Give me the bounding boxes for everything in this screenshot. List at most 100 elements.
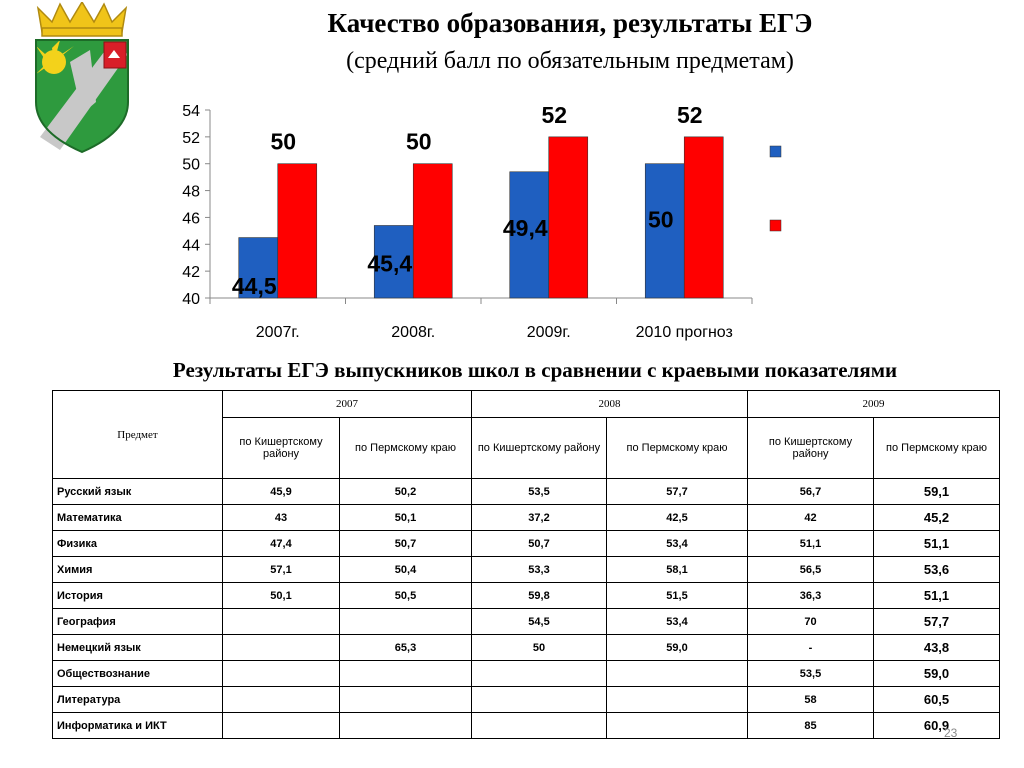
bar-chart: 40 42 44 46 48 50 52 54 2007г. 44,5 50 2008г. 45,4 50… bbox=[182, 102, 782, 341]
table-row: Обществознание 53,5 59,0 bbox=[52, 660, 1000, 687]
value-cell: 51,5 bbox=[606, 582, 748, 609]
value-cell bbox=[222, 712, 340, 739]
value-cell bbox=[339, 712, 472, 739]
page-title: Качество образования, результаты ЕГЭ bbox=[327, 8, 813, 38]
table-row: Немецкий язык 65,3 50 59,0-43,8 bbox=[52, 634, 1000, 661]
value-cell: 53,5 bbox=[747, 660, 874, 687]
value-cell: 58,1 bbox=[606, 556, 748, 583]
value-cell: 50,1 bbox=[222, 582, 340, 609]
data-label: 50 bbox=[406, 129, 432, 155]
x-tick-label: 2007г. bbox=[256, 324, 300, 341]
value-cell: 45,2 bbox=[873, 504, 1000, 531]
value-cell: - bbox=[747, 634, 874, 661]
value-cell bbox=[606, 660, 748, 687]
value-cell: 57,1 bbox=[222, 556, 340, 583]
table-row: География 54,5 53,4 70 57,7 bbox=[52, 608, 1000, 635]
table-row: Физика 47,4 50,7 50,7 53,4 51,1 51,1 bbox=[52, 530, 1000, 557]
page-number: 23 bbox=[944, 726, 958, 740]
value-cell: 53,4 bbox=[606, 530, 748, 557]
x-tick-label: 2009г. bbox=[527, 324, 571, 341]
value-cell: 36,3 bbox=[747, 582, 874, 609]
value-cell: 65,3 bbox=[339, 634, 472, 661]
value-cell: 59,0 bbox=[873, 660, 1000, 687]
table-title: Результаты ЕГЭ выпускников школ в сравне… bbox=[172, 358, 898, 382]
bar-perm bbox=[683, 136, 724, 299]
table-row: Химия 57,1 50,4 53,3 58,1 56,5 53,6 bbox=[52, 556, 1000, 583]
value-cell: 51,1 bbox=[873, 530, 1000, 557]
value-cell: 50,4 bbox=[339, 556, 472, 583]
value-cell bbox=[222, 608, 340, 635]
value-cell: 56,7 bbox=[747, 478, 874, 505]
value-cell bbox=[471, 686, 607, 713]
value-cell bbox=[471, 712, 607, 739]
value-cell: 60,5 bbox=[873, 686, 1000, 713]
value-cell: 59,0 bbox=[606, 634, 748, 661]
subject-header: Предмет bbox=[52, 390, 223, 479]
value-cell: 85 bbox=[747, 712, 874, 739]
data-label: 44,5 bbox=[232, 273, 277, 299]
bar-kishert bbox=[509, 171, 550, 299]
bar-kishert bbox=[644, 163, 685, 299]
subject-cell: Информатика и ИКТ bbox=[52, 712, 223, 739]
value-cell bbox=[606, 712, 748, 739]
y-tick-label: 54 bbox=[182, 103, 200, 120]
value-cell: 59,8 bbox=[471, 582, 607, 609]
column-header: по Кишертскому району bbox=[222, 417, 340, 479]
bar-perm bbox=[412, 163, 453, 299]
value-cell: 51,1 bbox=[873, 582, 1000, 609]
data-label: 50 bbox=[648, 207, 674, 233]
y-tick-label: 44 bbox=[182, 237, 200, 254]
value-cell: 50,5 bbox=[339, 582, 472, 609]
subject-cell: Немецкий язык bbox=[52, 634, 223, 661]
value-cell bbox=[339, 660, 472, 687]
x-tick-label: 2008г. bbox=[391, 324, 435, 341]
y-tick-label: 50 bbox=[182, 157, 200, 174]
subject-cell: Химия bbox=[52, 556, 223, 583]
column-header: по Пермскому краю bbox=[606, 417, 748, 479]
legend-swatch bbox=[769, 145, 782, 158]
y-tick-label: 48 bbox=[182, 184, 200, 201]
value-cell bbox=[471, 660, 607, 687]
value-cell: 43 bbox=[222, 504, 340, 531]
y-tick-label: 40 bbox=[182, 291, 200, 308]
subject-cell: История bbox=[52, 582, 223, 609]
subject-cell: Литература bbox=[52, 686, 223, 713]
crown-icon bbox=[36, 0, 128, 37]
value-cell: 50 bbox=[471, 634, 607, 661]
value-cell bbox=[606, 686, 748, 713]
bar-perm bbox=[548, 136, 589, 299]
results-table: Предмет 2007 2008 2009 по Кишертскому ра… bbox=[52, 390, 1000, 739]
column-header: по Кишертскому району bbox=[471, 417, 607, 479]
value-cell bbox=[339, 608, 472, 635]
table-row: История 50,1 50,5 59,8 51,5 36,3 51,1 bbox=[52, 582, 1000, 609]
year-header: 2009 bbox=[747, 390, 1000, 418]
value-cell bbox=[222, 686, 340, 713]
table-row: Русский язык 45,9 50,2 53,5 57,7 56,7 59,1 bbox=[52, 478, 1000, 505]
value-cell: 53,5 bbox=[471, 478, 607, 505]
year-header: 2008 bbox=[471, 390, 748, 418]
bar-perm bbox=[277, 163, 318, 299]
value-cell: 50,7 bbox=[339, 530, 472, 557]
subject-cell: География bbox=[52, 608, 223, 635]
data-label: 45,4 bbox=[367, 250, 412, 276]
table-row: Математика 43 50,1 37,2 42,5 42 45,2 bbox=[52, 504, 1000, 531]
year-header: 2007 bbox=[222, 390, 472, 418]
value-cell: 37,2 bbox=[471, 504, 607, 531]
column-header: по Пермскому краю bbox=[339, 417, 472, 479]
table-row: Информатика и ИКТ 85 60,9 bbox=[52, 712, 1000, 739]
value-cell: 42 bbox=[747, 504, 874, 531]
value-cell: 50,1 bbox=[339, 504, 472, 531]
value-cell bbox=[222, 660, 340, 687]
x-tick-label: 2010 прогноз bbox=[636, 324, 733, 341]
y-tick-label: 46 bbox=[182, 210, 200, 227]
value-cell: 53,4 bbox=[606, 608, 748, 635]
legend-swatch bbox=[769, 219, 782, 232]
value-cell bbox=[222, 634, 340, 661]
value-cell bbox=[339, 686, 472, 713]
value-cell: 70 bbox=[747, 608, 874, 635]
value-cell: 45,9 bbox=[222, 478, 340, 505]
column-header: по Пермскому краю bbox=[873, 417, 1000, 479]
value-cell: 59,1 bbox=[873, 478, 1000, 505]
value-cell: 47,4 bbox=[222, 530, 340, 557]
value-cell: 57,7 bbox=[606, 478, 748, 505]
